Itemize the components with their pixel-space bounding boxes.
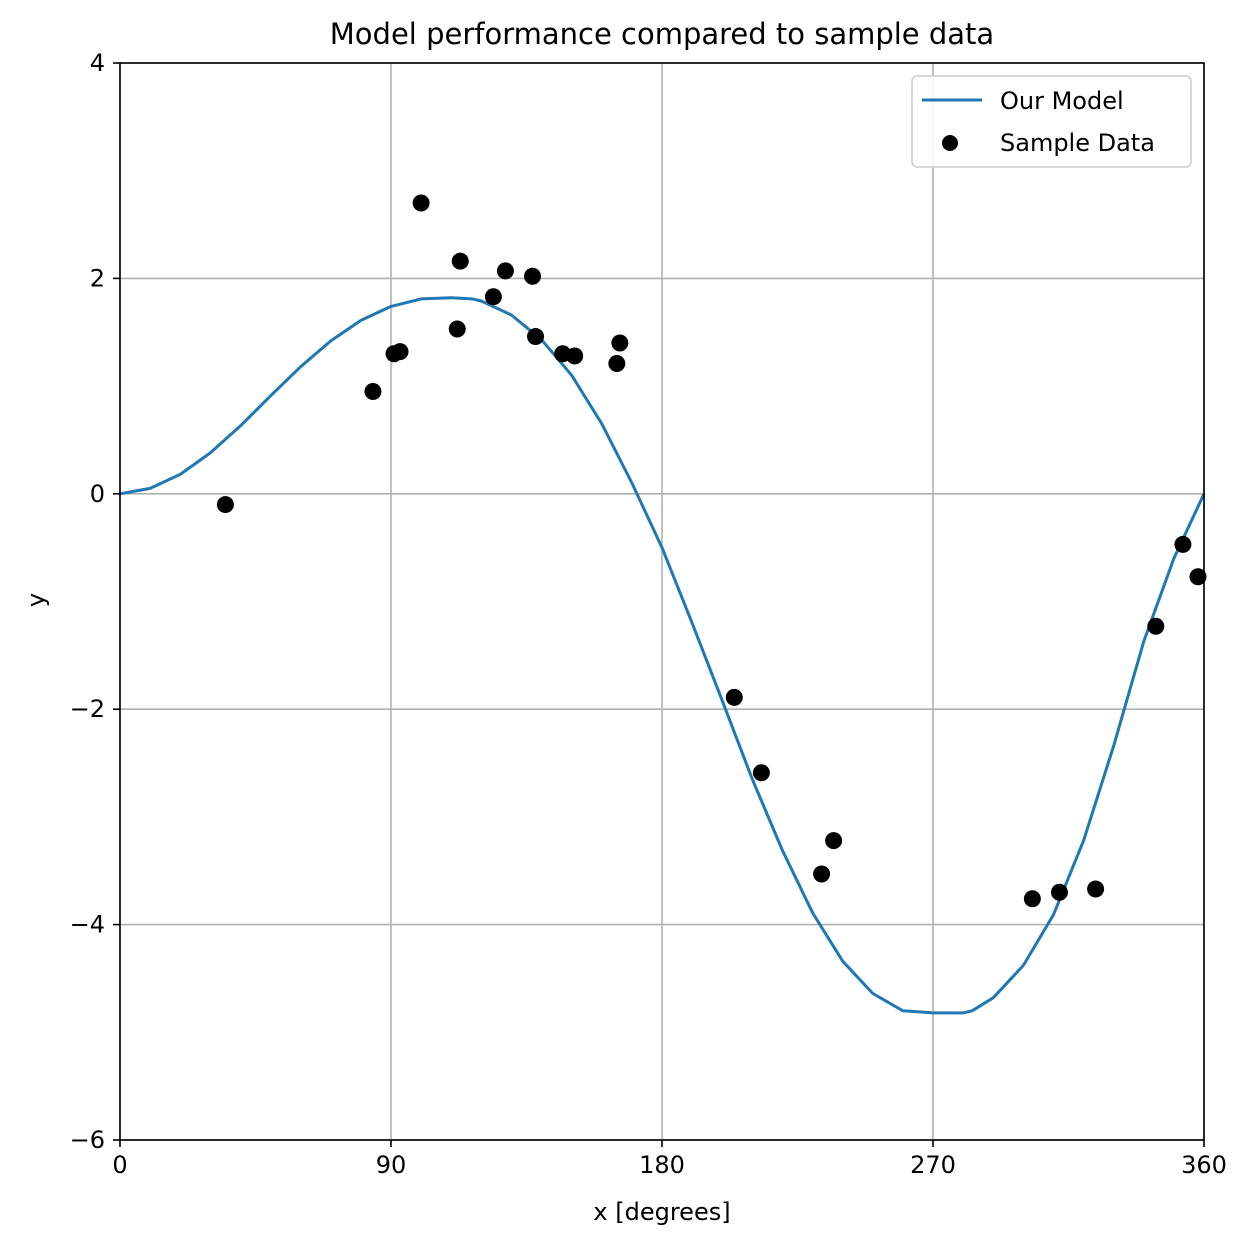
sample-point (412, 194, 430, 212)
line-layer (119, 296, 1206, 1015)
y-tick-label: −2 (70, 695, 105, 723)
sample-point (1174, 535, 1192, 553)
model-line (119, 296, 1206, 1015)
sample-point (1023, 890, 1041, 908)
ticks: 0 90 180 270 360 −6 −4 −2 0 2 4 (70, 49, 1227, 1179)
x-axis-label: x [degrees] (593, 1198, 730, 1226)
legend-marker-swatch (942, 135, 958, 151)
sample-point (496, 262, 514, 280)
legend-label-sample: Sample Data (1000, 129, 1155, 157)
sample-point (216, 496, 234, 514)
sample-point (527, 328, 545, 346)
scatter-layer (216, 194, 1207, 908)
chart-title: Model performance compared to sample dat… (330, 17, 994, 51)
y-tick-label: 4 (90, 49, 105, 77)
legend-label-model: Our Model (1000, 87, 1124, 115)
sample-point (524, 267, 542, 285)
y-tick-label: 2 (90, 264, 105, 292)
legend: Our Model Sample Data (911, 75, 1192, 168)
sample-point (364, 382, 382, 400)
sample-point (725, 688, 743, 706)
sample-point (825, 832, 843, 850)
x-tick-label: 90 (376, 1151, 407, 1179)
x-tick-label: 0 (112, 1151, 127, 1179)
sample-point (451, 252, 469, 270)
grid (119, 62, 1205, 1141)
y-tick-label: 0 (90, 480, 105, 508)
y-tick-label: −4 (70, 911, 105, 939)
sample-point (566, 347, 584, 365)
y-axis-label: y (22, 593, 50, 607)
sample-point (608, 354, 626, 372)
sample-point (1147, 617, 1165, 635)
sample-point (611, 334, 629, 352)
x-tick-label: 270 (910, 1151, 956, 1179)
sample-point (1087, 880, 1105, 898)
sample-point (391, 343, 409, 361)
y-tick-label: −6 (70, 1126, 105, 1154)
x-tick-label: 360 (1181, 1151, 1227, 1179)
x-tick-label: 180 (639, 1151, 685, 1179)
sample-point (448, 320, 466, 338)
sample-point (484, 288, 502, 306)
sample-point (813, 865, 831, 883)
sample-point (1189, 568, 1207, 586)
sample-point (1050, 883, 1068, 901)
sample-point (752, 764, 770, 782)
